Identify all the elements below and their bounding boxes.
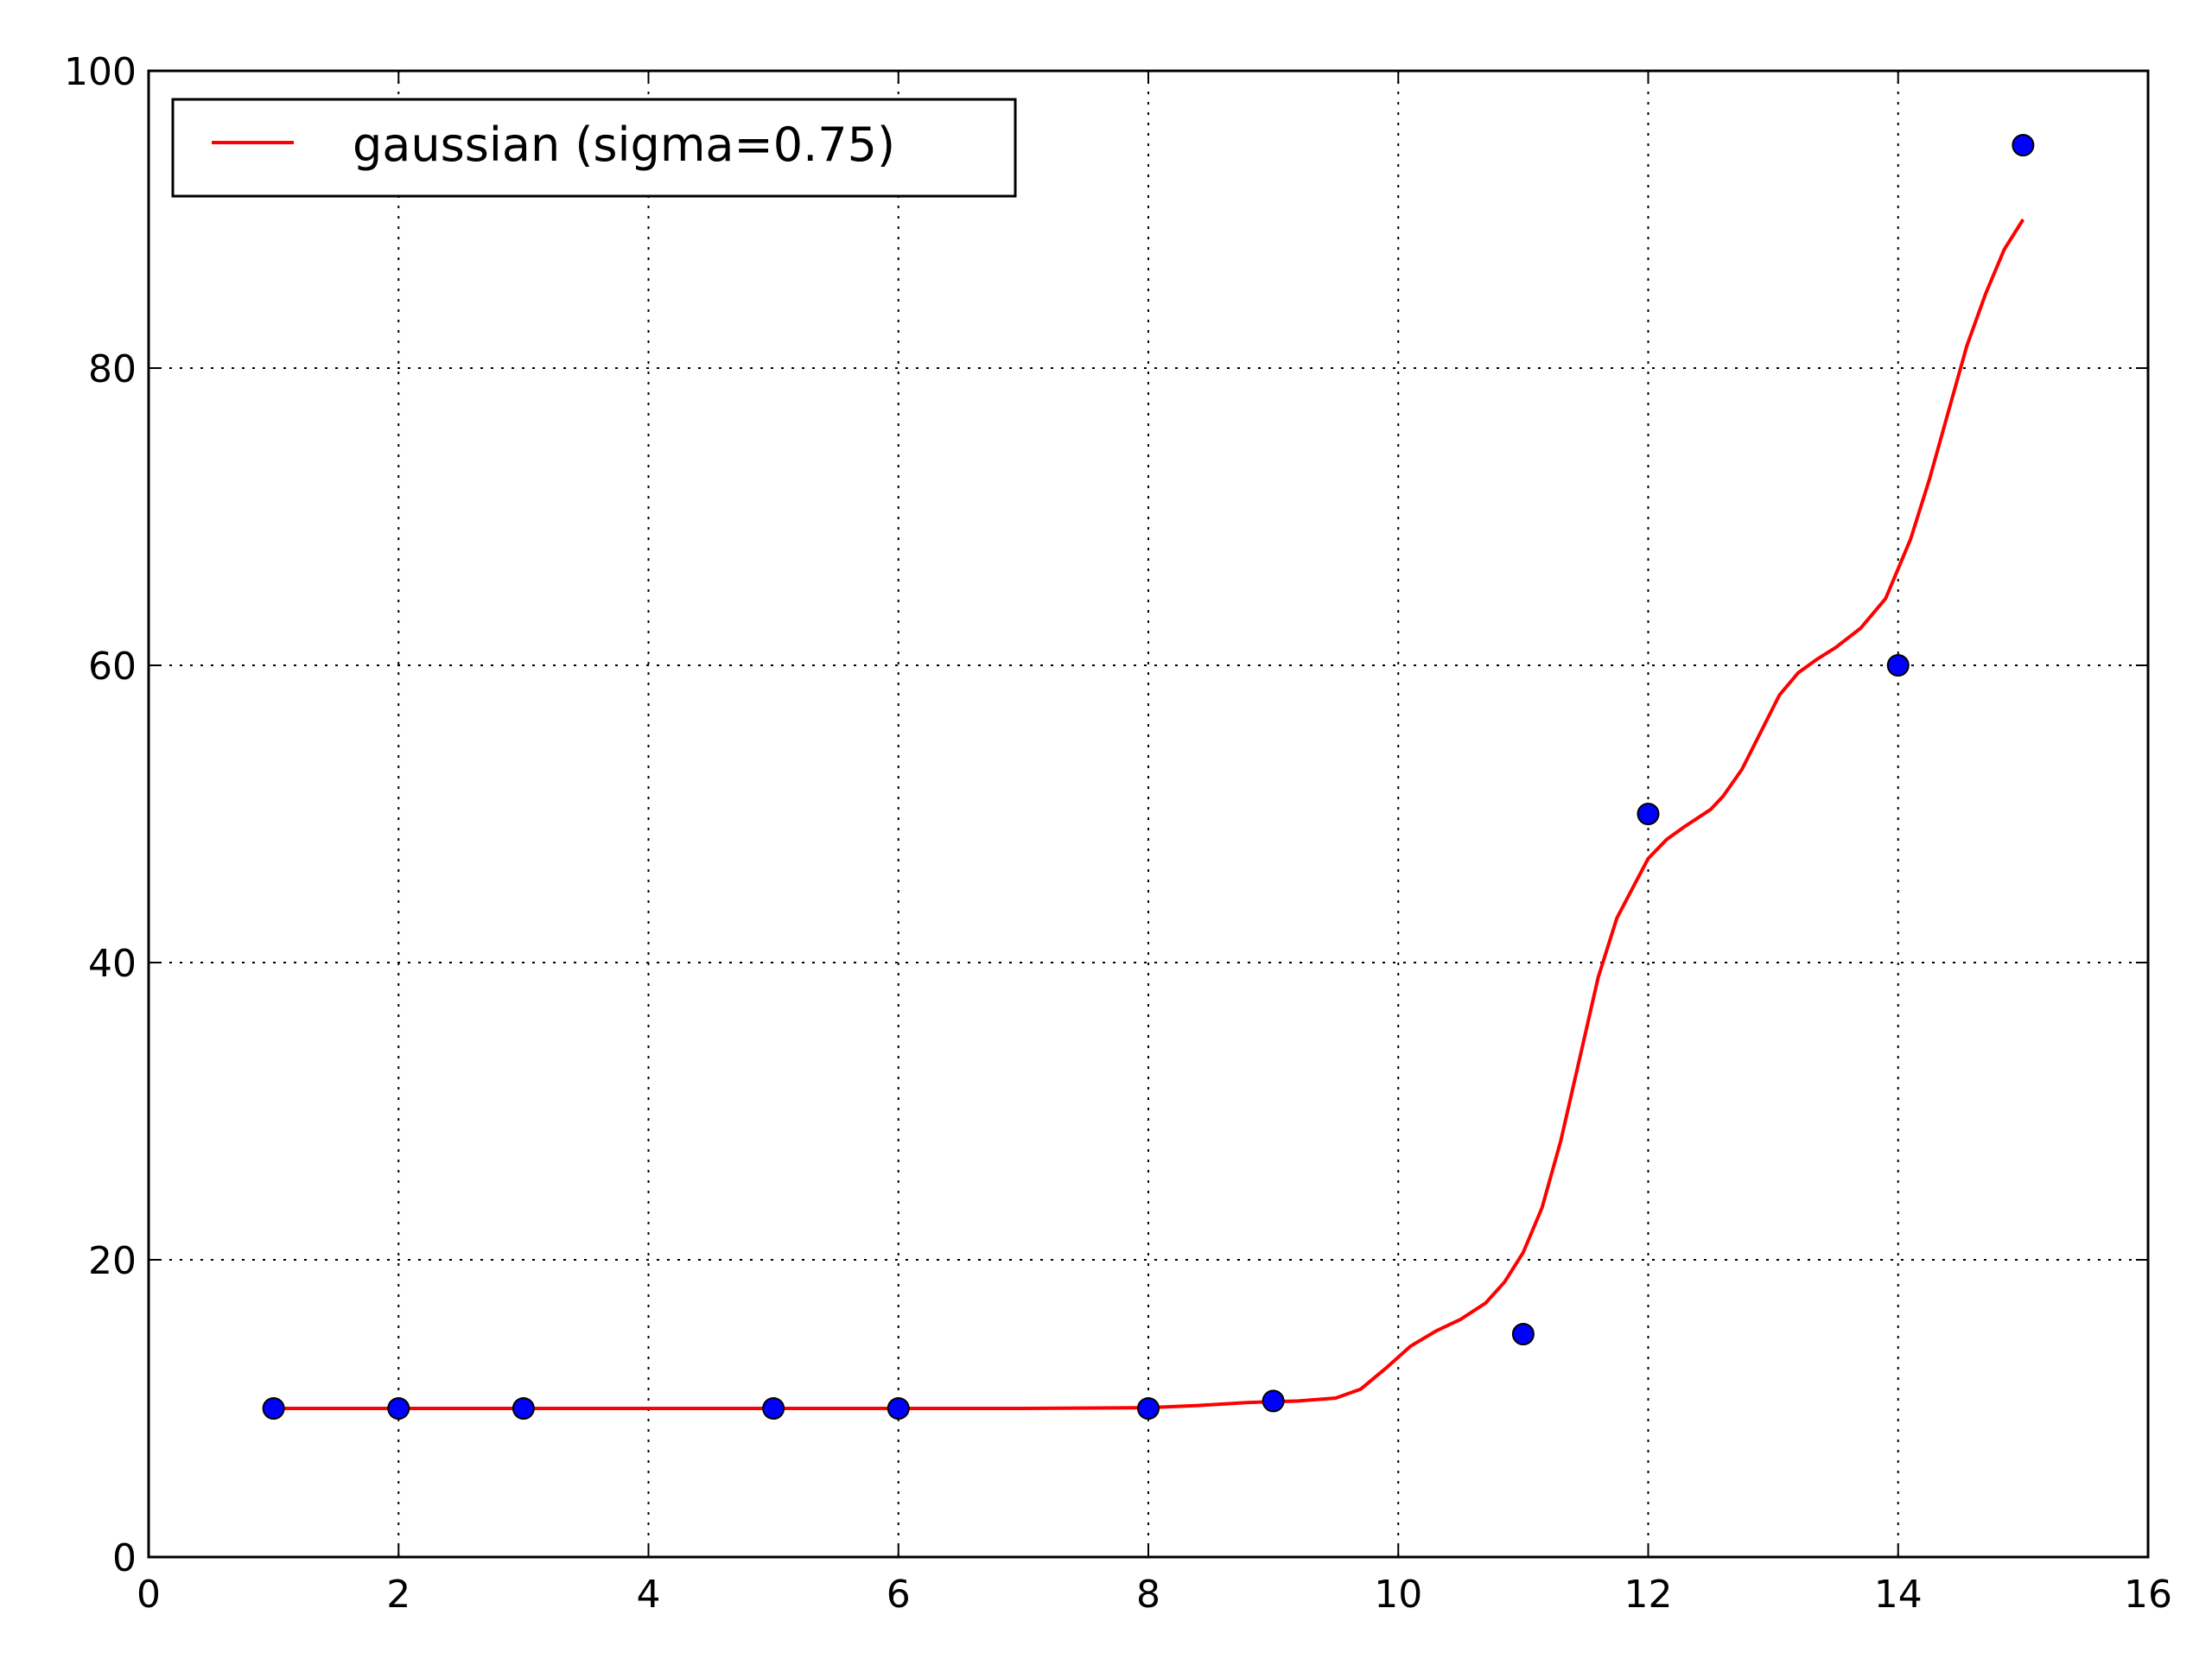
- data-point: [1262, 1389, 1285, 1413]
- data-point: [1137, 1397, 1160, 1420]
- x-tick-label: 0: [137, 1573, 161, 1617]
- y-tick-label: 80: [88, 347, 137, 391]
- data-point: [1637, 803, 1660, 825]
- gaussian-line: [273, 218, 2025, 1410]
- data-point: [262, 1397, 285, 1420]
- x-tick-label: 2: [386, 1573, 410, 1617]
- y-tick-label: 20: [88, 1239, 137, 1283]
- data-point: [1511, 1323, 1535, 1345]
- tick-marks: [148, 70, 2149, 1558]
- y-tick-label: 40: [88, 942, 137, 986]
- line-series-layer: [273, 218, 2025, 1410]
- y-tick-label: 100: [64, 50, 137, 94]
- data-point: [2012, 134, 2035, 156]
- data-point: [762, 1397, 785, 1420]
- x-tick-label: 8: [1136, 1573, 1160, 1617]
- data-point: [887, 1397, 910, 1420]
- x-tick-label: 6: [887, 1573, 911, 1617]
- legend-label: gaussian (sigma=0.75): [353, 118, 895, 172]
- x-tick-label: 4: [637, 1573, 661, 1617]
- x-tick-label: 10: [1374, 1573, 1422, 1617]
- data-point: [1886, 654, 1910, 677]
- x-tick-label: 12: [1624, 1573, 1673, 1617]
- legend: gaussian (sigma=0.75): [171, 98, 1017, 198]
- legend-box: [171, 98, 1017, 198]
- x-tick-labels: 0 2 4 6 8 10 12 14 16: [137, 1573, 2172, 1617]
- scatter-series-layer: [262, 134, 2035, 1420]
- data-point: [512, 1397, 535, 1420]
- data-point: [387, 1397, 410, 1420]
- y-tick-labels: 0 20 40 60 80 100: [64, 50, 137, 1580]
- x-tick-label: 14: [1874, 1573, 1923, 1617]
- y-tick-label: 60: [88, 645, 137, 689]
- x-tick-label: 16: [2124, 1573, 2172, 1617]
- y-tick-label: 0: [112, 1536, 137, 1580]
